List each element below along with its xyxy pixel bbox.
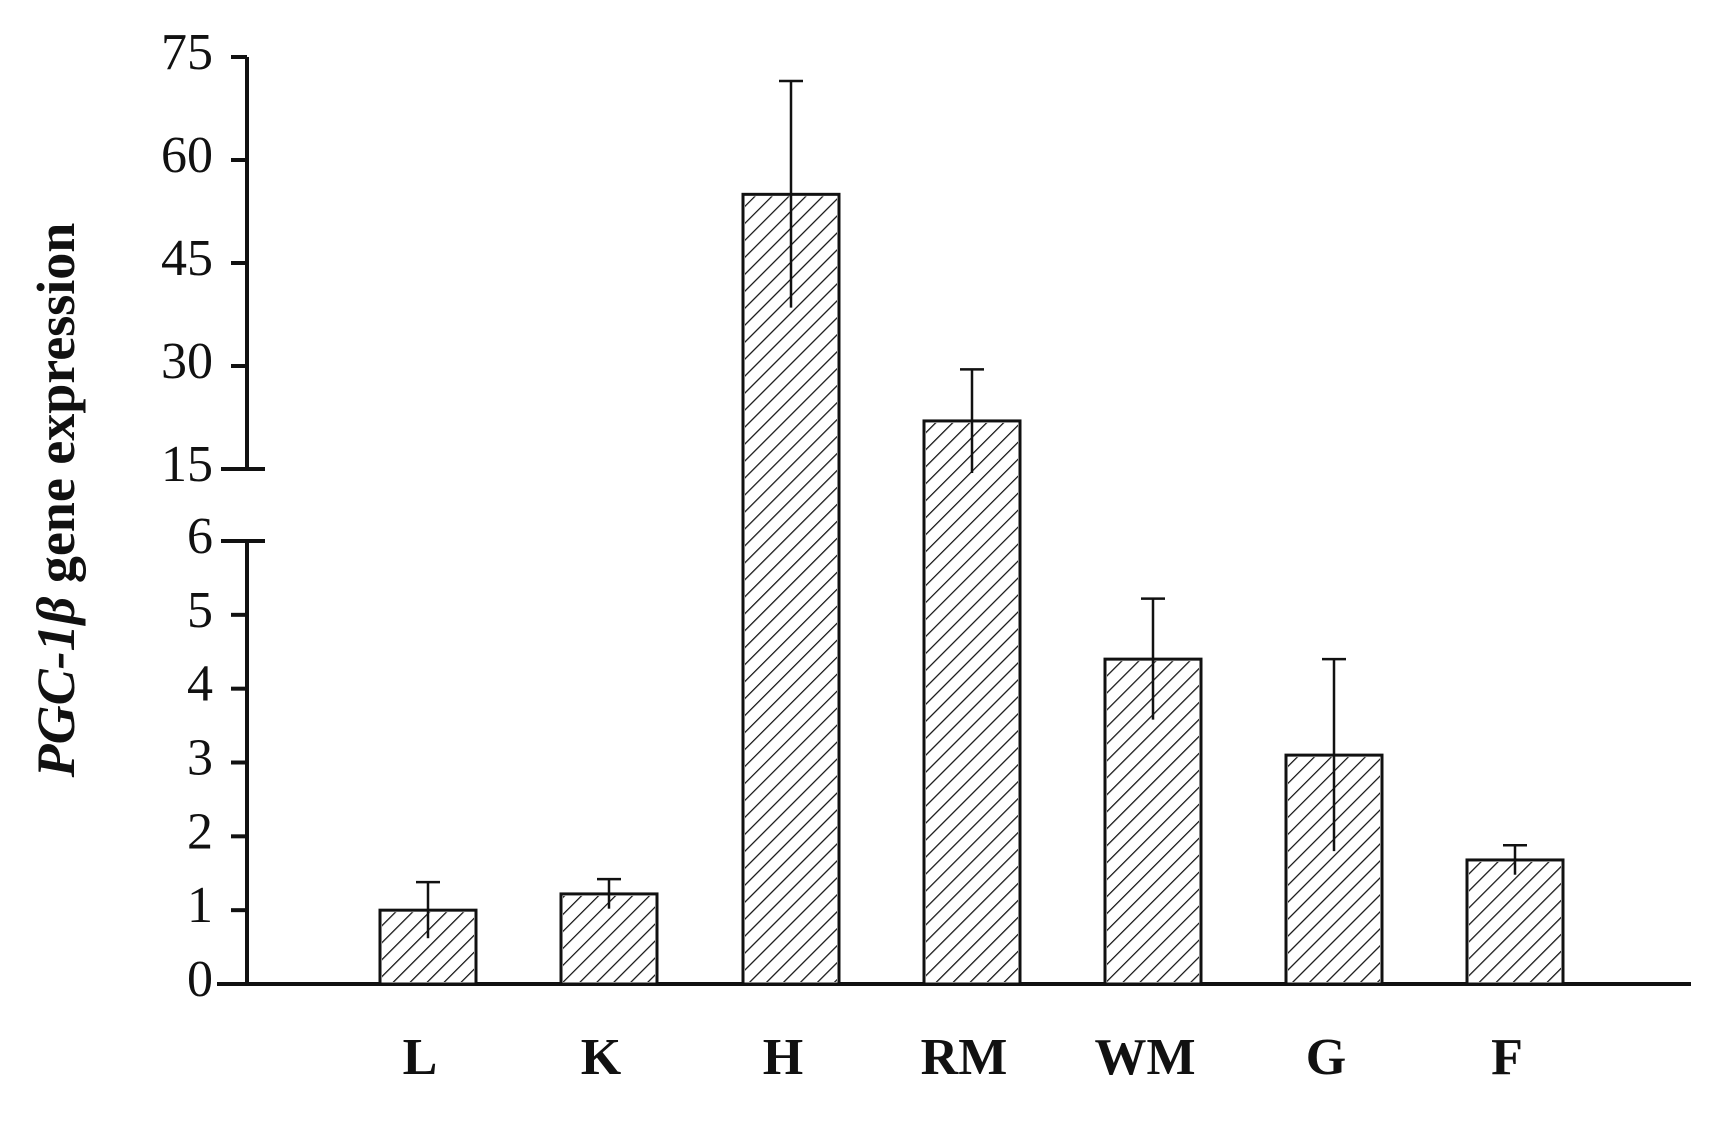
bar-hatch	[563, 895, 655, 982]
y-tick-label: 0	[187, 951, 213, 1008]
y-tick-label: 60	[161, 127, 213, 184]
y-tick-label: 5	[187, 582, 213, 639]
x-tick-label: F	[1491, 1029, 1523, 1086]
y-tick-label: 4	[187, 656, 213, 713]
y-label-italic: PGC-1β	[26, 596, 86, 778]
x-tick-label: G	[1306, 1029, 1346, 1086]
x-tick-label: RM	[921, 1029, 1008, 1086]
y-tick-label: 75	[161, 24, 213, 81]
y-tick-label: 1	[187, 877, 213, 934]
bar-hatch	[926, 422, 1018, 982]
y-tick-label: 6	[187, 508, 213, 565]
bar-hatch	[745, 196, 837, 983]
y-axis-label: PGC-1β gene expression	[26, 223, 86, 779]
y-tick-label: 3	[187, 729, 213, 786]
bar-hatch	[1469, 861, 1561, 982]
x-tick-label: L	[403, 1029, 438, 1086]
y-label-rest: gene expression	[26, 223, 86, 584]
x-tick-label: H	[763, 1029, 803, 1086]
y-tick-label: 30	[161, 333, 213, 390]
y-tick-label: 2	[187, 803, 213, 860]
x-tick-label: K	[581, 1029, 622, 1086]
y-tick-label: 45	[161, 230, 213, 287]
x-tick-label: WM	[1094, 1029, 1195, 1086]
y-tick-label: 15	[161, 436, 213, 493]
